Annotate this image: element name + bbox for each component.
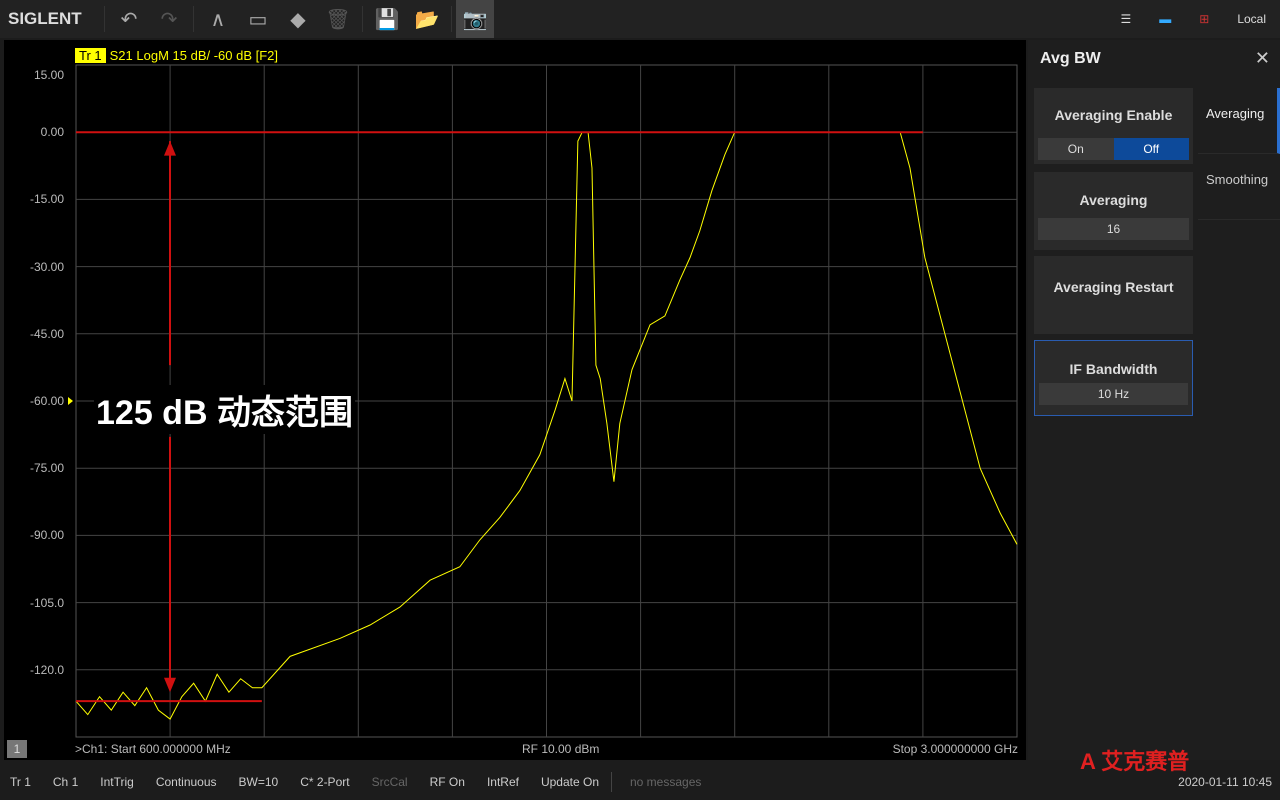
add-trace-icon[interactable]: ∧	[210, 8, 226, 31]
averaging-value[interactable]: 16	[1038, 218, 1189, 240]
open-folder-icon[interactable]: 📂	[414, 8, 440, 31]
close-icon[interactable]: ✕	[1254, 48, 1270, 68]
tab-averaging[interactable]: Averaging	[1198, 88, 1280, 154]
channel-indicator[interactable]: 1	[7, 740, 27, 758]
status-ref[interactable]: IntRef	[486, 775, 519, 789]
status-cal[interactable]: C* 2-Port	[300, 775, 350, 789]
y-tick-label: -120.0	[29, 662, 64, 677]
arrow-head-down	[164, 677, 176, 693]
status-srccal[interactable]: SrcCal	[371, 775, 408, 789]
averaging-on-button[interactable]: On	[1038, 138, 1114, 160]
y-tick-label: -15.00	[29, 192, 64, 207]
stop-freq[interactable]: Stop 3.000000000 GHz	[892, 742, 1018, 756]
y-tick-label: -60.00	[29, 394, 64, 408]
status-update[interactable]: Update On	[540, 775, 599, 789]
y-tick-label: -45.00	[29, 326, 64, 341]
menu-icon[interactable]: ☰	[1120, 12, 1132, 26]
plot-area[interactable]: Tr 1 S21 LogM 15 dB/ -60 dB [F2] 15.00 0.0…	[4, 40, 1026, 760]
if-bandwidth[interactable]: IF Bandwidth 10 Hz	[1034, 340, 1193, 416]
datetime: 2020-01-11 10:45	[1178, 775, 1272, 789]
y-tick-label: 0.00	[40, 125, 64, 140]
camera-icon[interactable]: 📷	[456, 0, 494, 38]
save-icon[interactable]: 💾	[374, 8, 400, 31]
siglent-logo: SIGLENT	[8, 9, 82, 28]
status-message: no messages	[630, 775, 702, 789]
local-status: Local	[1237, 12, 1266, 26]
averaging-off-button[interactable]: Off	[1113, 138, 1189, 160]
side-panel: Avg BW ✕ Averaging Enable On Off Averagi…	[1028, 40, 1280, 760]
delete-icon[interactable]: 🗑	[325, 8, 351, 31]
y-tick-label: 15.00	[33, 68, 64, 82]
trace-s21	[75, 131, 1018, 720]
usb-icon: ▬	[1159, 12, 1172, 26]
dynamic-range-annotation: 125 dB 动态范围	[94, 385, 355, 434]
status-bar: Tr 1 Ch 1 IntTrig Continuous BW=10 C* 2-…	[0, 749, 1280, 800]
y-tick-label: -105.0	[29, 595, 64, 610]
status-rf[interactable]: RF On	[429, 775, 465, 789]
averaging-enable: Averaging Enable On Off	[1034, 88, 1193, 164]
averaging-count[interactable]: Averaging 16	[1034, 172, 1193, 250]
y-tick-label: -75.00	[29, 461, 64, 476]
y-tick-label: -30.00	[29, 259, 64, 274]
network-icon: ⊞	[1199, 12, 1210, 26]
add-window-icon[interactable]: ▭	[248, 8, 268, 31]
undo-icon[interactable]: ↶	[120, 8, 138, 31]
status-sweep[interactable]: Continuous	[155, 775, 217, 789]
y-tick-label: -90.00	[29, 528, 64, 543]
start-freq[interactable]: >Ch1: Start 600.000000 MHz	[75, 742, 231, 756]
if-bandwidth-value[interactable]: 10 Hz	[1039, 383, 1188, 405]
watermark-logo: A 艾克赛普	[1080, 749, 1190, 774]
averaging-restart-button[interactable]: Averaging Restart	[1034, 256, 1193, 334]
status-bw[interactable]: BW=10	[238, 775, 279, 789]
status-channel[interactable]: Ch 1	[52, 775, 79, 789]
redo-icon[interactable]: ↷	[160, 8, 178, 31]
reference-level-marker	[68, 397, 73, 405]
trace-label[interactable]: Tr 1 S21 LogM 15 dB/ -60 dB [F2]	[75, 48, 278, 63]
tab-smoothing[interactable]: Smoothing	[1198, 154, 1280, 220]
rf-power[interactable]: RF 10.00 dBm	[522, 742, 600, 756]
arrow-head-up	[164, 141, 176, 156]
status-trace[interactable]: Tr 1	[10, 775, 31, 789]
status-trigger[interactable]: IntTrig	[100, 775, 134, 789]
add-marker-icon[interactable]: ◆	[290, 8, 306, 31]
toolbar: SIGLENT ↶ ↷ ∧ ▭ ◆ 🗑 💾 📂 📷 ☰ ▬ ⊞ Local	[0, 0, 1280, 38]
panel-title: Avg BW	[1040, 50, 1101, 67]
